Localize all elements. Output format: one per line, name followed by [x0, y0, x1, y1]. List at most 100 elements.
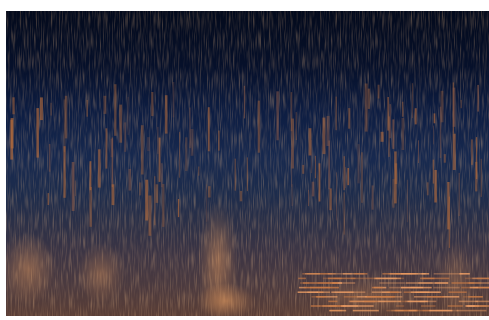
harmonic-band — [381, 291, 390, 293]
transient-streak — [392, 119, 395, 149]
harmonic-band — [386, 309, 398, 312]
transient-streak — [155, 184, 159, 203]
harmonic-band — [329, 282, 338, 284]
transient-streak — [434, 170, 437, 203]
transient-streak — [458, 172, 460, 216]
transient-streak — [128, 168, 132, 191]
harmonic-band — [322, 277, 341, 280]
harmonic-band — [410, 286, 432, 289]
harmonic-band — [418, 282, 449, 284]
transient-streak — [432, 159, 435, 184]
transient-streak — [380, 131, 384, 142]
transient-streak — [111, 184, 115, 206]
harmonic-band — [447, 305, 463, 307]
harmonic-band — [328, 300, 338, 303]
transient-streak — [71, 162, 75, 211]
harmonic-band — [342, 273, 365, 275]
transient-streaks — [10, 82, 482, 248]
transient-streak — [471, 139, 473, 165]
harmonic-band — [451, 282, 475, 284]
harmonic-band — [297, 291, 319, 293]
transient-streak — [158, 137, 161, 182]
harmonic-band — [334, 291, 366, 293]
transient-streak — [119, 104, 123, 143]
transient-streak — [460, 99, 462, 109]
transient-streak — [177, 199, 180, 218]
transient-streak — [63, 146, 66, 198]
transient-streak — [218, 130, 220, 151]
harmonic-band — [317, 282, 338, 284]
transient-streak — [295, 112, 297, 140]
harmonic-band — [352, 309, 379, 312]
transient-streak — [74, 180, 76, 197]
transient-streak — [440, 90, 444, 123]
harmonic-band — [407, 300, 426, 303]
transient-streak — [388, 116, 390, 157]
transient-streak — [411, 83, 413, 119]
harmonic-band — [316, 296, 325, 298]
transient-streak — [357, 144, 360, 184]
transient-streak — [205, 184, 208, 222]
harmonic-band — [331, 282, 356, 284]
harmonic-band — [298, 286, 307, 289]
harmonic-band — [305, 273, 320, 275]
transient-streak — [208, 186, 211, 198]
harmonic-band — [356, 296, 377, 298]
transient-streak — [361, 152, 363, 203]
transient-streak — [343, 156, 345, 191]
transient-streak — [147, 137, 150, 152]
harmonic-band — [376, 296, 394, 298]
transient-streak — [389, 104, 391, 139]
transient-streak — [290, 92, 293, 132]
transient-streak — [48, 144, 51, 172]
harmonic-band — [394, 309, 418, 312]
harmonic-band — [386, 291, 399, 293]
harmonic-band — [412, 309, 444, 312]
transient-streak — [47, 193, 49, 205]
harmonic-band — [433, 286, 460, 289]
transient-streak — [190, 129, 194, 156]
harmonic-band — [319, 305, 344, 307]
transient-streak — [433, 113, 436, 124]
harmonic-band — [343, 296, 358, 298]
transient-streak — [185, 137, 188, 171]
transient-streak — [394, 151, 397, 204]
harmonic-band — [391, 309, 404, 312]
harmonic-band — [382, 273, 404, 275]
harmonic-band — [475, 300, 489, 303]
transient-streak — [414, 108, 417, 125]
harmonic-band — [331, 291, 354, 293]
harmonic-band — [306, 273, 336, 275]
transient-streak — [110, 138, 114, 158]
transient-streak — [335, 96, 337, 131]
transient-streak — [387, 97, 389, 131]
transient-streak — [154, 176, 156, 226]
transient-streak — [364, 83, 368, 132]
harmonic-band — [421, 305, 436, 307]
harmonic-band — [298, 277, 306, 280]
harmonic-band — [374, 277, 397, 280]
harmonic-band — [461, 286, 476, 289]
transient-streak — [234, 158, 236, 191]
transient-streak — [207, 107, 210, 152]
harmonic-band — [426, 296, 444, 298]
harmonic-band — [465, 305, 479, 307]
harmonic-band — [476, 277, 489, 280]
transient-streak — [89, 161, 92, 191]
transient-streak — [276, 91, 279, 141]
harmonic-band — [371, 286, 383, 289]
transient-streak — [239, 190, 243, 202]
harmonic-band — [379, 282, 405, 284]
harmonic-band — [364, 300, 379, 303]
transient-streak — [64, 95, 68, 139]
harmonic-band — [415, 291, 441, 293]
harmonic-band — [342, 305, 374, 307]
transient-streak — [179, 131, 181, 178]
harmonic-band — [474, 305, 487, 307]
transient-streak — [160, 163, 163, 188]
transient-streak — [326, 116, 330, 146]
transient-streak — [477, 84, 479, 112]
harmonic-band — [310, 305, 320, 307]
transient-streak — [12, 97, 15, 115]
transient-streak — [447, 182, 450, 230]
